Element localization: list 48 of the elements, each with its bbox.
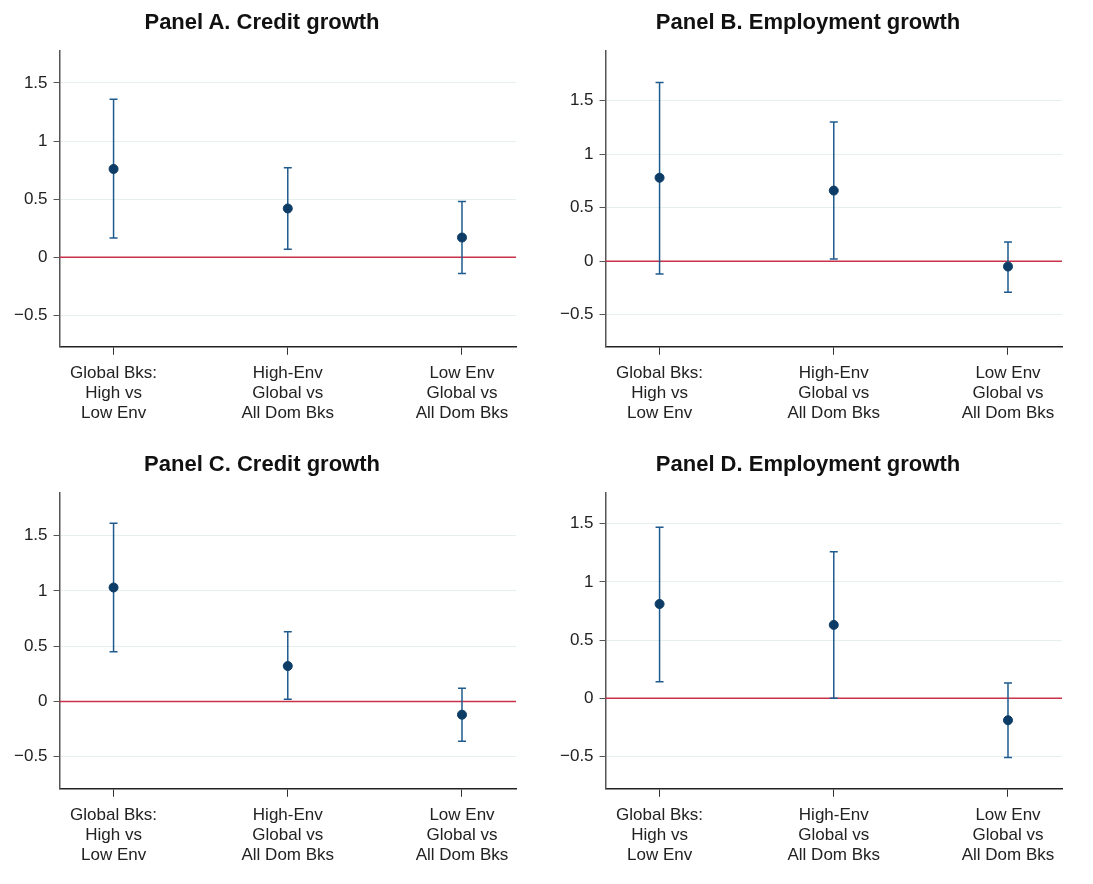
y-tick-label: 0 xyxy=(584,687,594,707)
y-tick-label: −0.5 xyxy=(560,745,594,765)
x-tick-label: High-Env Global vs All Dom Bks xyxy=(787,804,881,865)
x-tick-label: Global Bks: High vs Low Env xyxy=(616,362,704,423)
y-tick-label: 1 xyxy=(38,580,48,600)
y-tick-label: 1.5 xyxy=(569,90,594,110)
y-tick-label: 0.5 xyxy=(569,197,594,217)
x-tick-label: High-Env Global vs All Dom Bks xyxy=(241,804,335,865)
x-tick-label: High-Env Global vs All Dom Bks xyxy=(787,362,881,423)
x-tick-label: Global Bks: High vs Low Env xyxy=(616,804,704,865)
point xyxy=(1002,261,1013,272)
y-tick-label: −0.5 xyxy=(14,746,48,766)
y-tick-label: 1 xyxy=(584,571,594,591)
x-tick-label: Low Env Global vs All Dom Bks xyxy=(415,804,509,865)
y-tick-label: 1.5 xyxy=(23,525,48,545)
x-tick-label: Global Bks: High vs Low Env xyxy=(70,362,158,423)
point xyxy=(282,203,293,214)
y-tick-label: 0 xyxy=(584,250,594,270)
point xyxy=(1002,715,1013,726)
x-tick-label: Low Env Global vs All Dom Bks xyxy=(961,804,1055,865)
x-tick-label: Low Env Global vs All Dom Bks xyxy=(961,362,1055,423)
point xyxy=(828,619,839,630)
y-tick-label: −0.5 xyxy=(14,305,48,325)
y-tick-label: 1 xyxy=(584,143,594,163)
point xyxy=(108,582,119,593)
chart-title: Panel A. Credit growth xyxy=(144,9,380,35)
chart-title: Panel C. Credit growth xyxy=(144,451,380,477)
y-tick-label: 0 xyxy=(38,691,48,711)
y-tick-label: 0.5 xyxy=(23,188,48,208)
point xyxy=(654,598,665,609)
x-tick-label: High-Env Global vs All Dom Bks xyxy=(241,362,335,423)
y-tick-label: 1 xyxy=(38,130,48,150)
point xyxy=(282,661,293,672)
point xyxy=(456,232,467,243)
point xyxy=(654,172,665,183)
y-tick-label: −0.5 xyxy=(560,304,594,324)
x-tick-label: Global Bks: High vs Low Env xyxy=(70,804,158,865)
y-tick-label: 0.5 xyxy=(23,635,48,655)
y-tick-label: 1.5 xyxy=(569,513,594,533)
point xyxy=(828,185,839,196)
chart-title: Panel B. Employment growth xyxy=(655,9,961,35)
point xyxy=(108,163,119,174)
x-tick-label: Low Env Global vs All Dom Bks xyxy=(415,362,509,423)
y-tick-label: 1.5 xyxy=(23,72,48,92)
point xyxy=(456,709,467,720)
y-tick-label: 0.5 xyxy=(569,629,594,649)
chart-title: Panel D. Employment growth xyxy=(655,451,961,477)
y-tick-label: 0 xyxy=(38,246,48,266)
